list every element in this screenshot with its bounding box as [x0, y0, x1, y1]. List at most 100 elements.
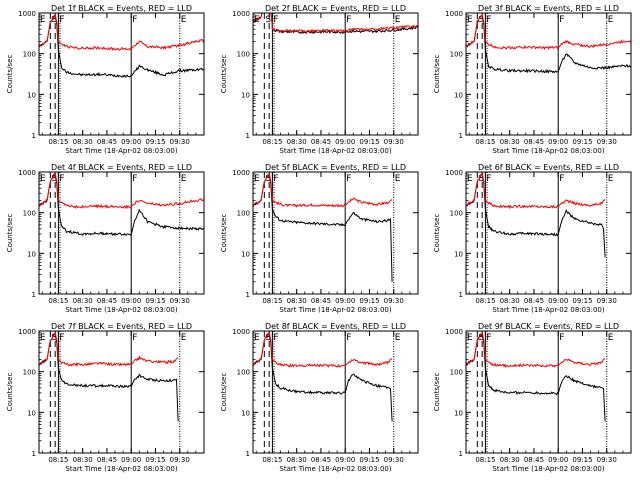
x-tick-label: 08:45 [524, 297, 544, 305]
flag-label: F [59, 333, 64, 343]
y-tick-label: 1 [459, 132, 463, 140]
flag-label: S [265, 333, 271, 343]
x-tick-label: 08:15 [262, 456, 282, 464]
x-tick-label: 08:30 [287, 297, 307, 305]
flag-label: E [40, 174, 46, 184]
x-tick-label: 08:30 [73, 297, 93, 305]
x-tick-label: 09:30 [170, 297, 190, 305]
y-tick-label: 1 [32, 450, 36, 458]
y-axis-label: Counts/sec [433, 214, 441, 253]
y-tick-label: 100 [450, 210, 463, 218]
y-tick-label: 100 [23, 369, 36, 377]
x-tick-label: 08:30 [500, 456, 520, 464]
y-tick-label: 1000 [445, 10, 463, 18]
lld-series-line [38, 172, 205, 210]
flag-label: S [265, 15, 271, 25]
y-tick-label: 1000 [232, 169, 250, 177]
x-tick-label: 08:30 [287, 138, 307, 146]
x-tick-label: 09:30 [384, 138, 404, 146]
panel-title: Det 7f BLACK = Events, RED = LLD [51, 322, 192, 331]
plot-frame [465, 12, 632, 136]
x-tick-label: 09:00 [121, 138, 141, 146]
y-tick-label: 10 [241, 409, 250, 417]
x-tick-label: 09:00 [335, 297, 355, 305]
x-tick-label: 09:30 [170, 138, 190, 146]
plot-frame [38, 171, 205, 295]
flag-label: F [273, 15, 278, 25]
flag-label: F [486, 15, 491, 25]
flag-label: S [51, 333, 57, 343]
y-tick-label: 100 [450, 51, 463, 59]
panel-title: Det 9f BLACK = Events, RED = LLD [478, 322, 619, 331]
x-tick-label: 08:15 [262, 297, 282, 305]
events-series-line [465, 331, 606, 422]
y-axis-label: Counts/sec [220, 55, 228, 94]
x-tick-label: 08:15 [48, 138, 68, 146]
flag-label: E [467, 174, 473, 184]
flag-label: E [395, 333, 401, 343]
x-axis-label: Start Time (18-Apr-02 08:03:00) [279, 465, 391, 473]
x-tick-label: 09:00 [121, 297, 141, 305]
x-tick-label: 08:30 [500, 297, 520, 305]
y-tick-label: 10 [241, 91, 250, 99]
plot-frame [38, 330, 205, 454]
x-tick-label: 08:45 [97, 456, 117, 464]
y-tick-label: 1 [246, 450, 250, 458]
y-axis-label: Counts/sec [6, 373, 14, 412]
x-tick-label: 09:15 [572, 297, 592, 305]
lld-series-line [38, 14, 205, 51]
x-tick-label: 09:30 [384, 297, 404, 305]
flag-label: F [559, 15, 564, 25]
x-tick-label: 09:00 [121, 456, 141, 464]
x-axis-label: Start Time (18-Apr-02 08:03:00) [492, 306, 604, 314]
plot-frame [38, 12, 205, 136]
flag-label: F [346, 174, 351, 184]
y-tick-label: 10 [454, 409, 463, 417]
y-tick-label: 10 [454, 250, 463, 258]
flag-label: F [132, 333, 137, 343]
y-tick-label: 100 [23, 210, 36, 218]
y-tick-label: 1 [459, 450, 463, 458]
x-tick-label: 08:15 [48, 456, 68, 464]
flag-label: F [132, 174, 137, 184]
y-axis-label: Counts/sec [6, 214, 14, 253]
flag-label: F [346, 15, 351, 25]
x-tick-label: 08:45 [311, 456, 331, 464]
x-tick-label: 08:45 [97, 297, 117, 305]
x-tick-label: 09:15 [145, 456, 165, 464]
flag-label: E [467, 15, 473, 25]
y-tick-label: 10 [27, 91, 36, 99]
y-tick-label: 100 [237, 369, 250, 377]
flag-label: F [273, 333, 278, 343]
plot-frame [252, 330, 419, 454]
lld-series-line [465, 173, 606, 210]
panel-title: Det 5f BLACK = Events, RED = LLD [265, 163, 406, 172]
y-tick-label: 1 [246, 291, 250, 299]
lld-series-line [465, 13, 632, 51]
y-tick-label: 1000 [232, 10, 250, 18]
plot-frame [465, 330, 632, 454]
x-tick-label: 08:30 [73, 456, 93, 464]
flag-label: E [181, 15, 187, 25]
panel-title: Det 8f BLACK = Events, RED = LLD [265, 322, 406, 331]
x-axis-label: Start Time (18-Apr-02 08:03:00) [65, 306, 177, 314]
events-series-line [38, 331, 179, 422]
x-tick-label: 09:00 [335, 456, 355, 464]
x-tick-label: 09:15 [359, 138, 379, 146]
flag-label: S [51, 174, 57, 184]
flag-label: S [478, 333, 484, 343]
flag-label: S [478, 174, 484, 184]
x-tick-label: 08:45 [311, 297, 331, 305]
panel-title: Det 3f BLACK = Events, RED = LLD [478, 4, 619, 13]
y-tick-label: 1000 [18, 169, 36, 177]
x-tick-label: 09:15 [572, 138, 592, 146]
x-tick-label: 09:15 [145, 138, 165, 146]
y-tick-label: 10 [454, 91, 463, 99]
x-tick-label: 08:15 [475, 138, 495, 146]
x-tick-label: 08:45 [311, 138, 331, 146]
x-tick-label: 08:30 [287, 456, 307, 464]
x-tick-label: 09:15 [359, 297, 379, 305]
